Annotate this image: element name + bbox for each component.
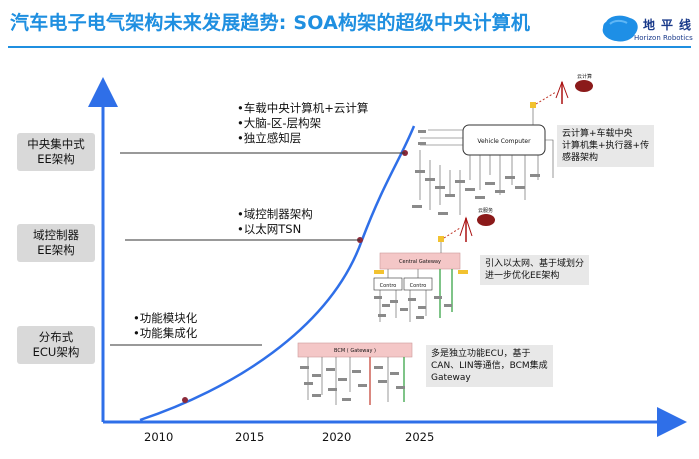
cloud-top-label: 云计算	[577, 73, 592, 80]
bullet-item: •大脑-区-层构架	[237, 116, 322, 130]
controller-b-label: Contro	[410, 283, 427, 289]
stage-domain-line2: EE架构	[37, 243, 75, 257]
bullet-item: •功能模块化	[133, 311, 198, 325]
stage-central-line2: EE架构	[37, 152, 75, 166]
bullet-item: •车载中央计算机+云计算	[237, 101, 369, 115]
bullet-item: •域控制器架构	[237, 207, 313, 221]
cloud-icon-top	[575, 80, 593, 92]
blob-logo-icon	[600, 14, 640, 48]
antenna-icon-mid	[459, 216, 473, 242]
year-label: 2015	[235, 430, 265, 444]
note-line: 计算机集+执行器+传	[562, 141, 650, 151]
bcm-gateway-label: BCM ( Gateway )	[334, 348, 376, 354]
curve-point-1	[182, 397, 188, 403]
bcm-gateway-box	[297, 342, 413, 358]
mid-connector-chip	[438, 236, 444, 242]
controller-a-label: Contro	[380, 283, 397, 289]
bullets-distributed: •功能模块化 •功能集成化	[133, 311, 197, 341]
note-line: 多是独立功能ECU，基于	[431, 349, 531, 359]
logo-name: 地平线	[643, 18, 698, 32]
logo-english: Horizon Robotics	[634, 34, 693, 42]
antenna-icon-top	[555, 80, 569, 104]
bullets-central: •车载中央计算机+云计算 •大脑-区-层构架 •独立感知层	[237, 101, 368, 146]
central-architecture-diagram: Vehicle Computer 云计算	[412, 73, 593, 215]
note-distributed: 多是独立功能ECU，基于 CAN、LIN等通信，BCM集成 Gateway	[426, 345, 553, 387]
stage-distributed-line1: 分布式	[38, 330, 74, 344]
stage-distributed-ecu: 分布式 ECU架构	[17, 326, 95, 364]
cloud-mid-label: 云服务	[478, 207, 493, 214]
note-line: CAN、LIN等通信，BCM集成	[431, 361, 548, 371]
central-gateway-label: Central Gateway	[399, 259, 441, 265]
bullet-item: •以太网TSN	[237, 222, 302, 236]
wireless-link-top	[535, 91, 557, 105]
note-line: Gateway	[431, 373, 471, 383]
top-connector-chip	[530, 102, 536, 108]
note-line: 引入以太网、基于域划分	[485, 259, 585, 269]
stage-domain-ee: 域控制器 EE架构	[17, 224, 95, 262]
stage-central-ee: 中央集中式 EE架构	[17, 133, 95, 171]
note-line: 进一步优化EE架构	[485, 271, 560, 281]
bullets-domain: •域控制器架构 •以太网TSN	[237, 207, 313, 237]
stage-domain-line1: 域控制器	[33, 228, 79, 242]
vehicle-computer-label: Vehicle Computer	[477, 138, 531, 145]
note-central: 云计算+车载中央 计算机集+执行器+传 感器架构	[557, 125, 655, 167]
bullet-item: •功能集成化	[133, 326, 198, 340]
title-divider	[8, 46, 691, 48]
bullet-item: •独立感知层	[237, 131, 302, 145]
note-line: 云计算+车载中央	[562, 129, 633, 139]
year-label: 2010	[144, 430, 174, 444]
distributed-architecture-diagram: BCM ( Gateway )	[297, 342, 413, 405]
wireless-link-mid	[443, 227, 461, 239]
note-line: 感器架构	[562, 153, 599, 163]
domain-architecture-diagram: Central Gateway Contro Contro 云服务	[373, 207, 495, 322]
growth-curve	[139, 125, 416, 422]
central-gateway-box	[379, 252, 461, 270]
note-domain: 引入以太网、基于域划分 进一步优化EE架构	[480, 255, 590, 285]
cloud-icon-mid	[477, 214, 495, 226]
year-label: 2020	[322, 430, 352, 444]
year-label: 2025	[405, 430, 435, 444]
stage-distributed-line2: ECU架构	[32, 345, 80, 359]
page-title: 汽车电子电气架构未来发展趋势: SOA构架的超级中央计算机	[10, 12, 531, 34]
stage-central-line1: 中央集中式	[27, 137, 85, 151]
